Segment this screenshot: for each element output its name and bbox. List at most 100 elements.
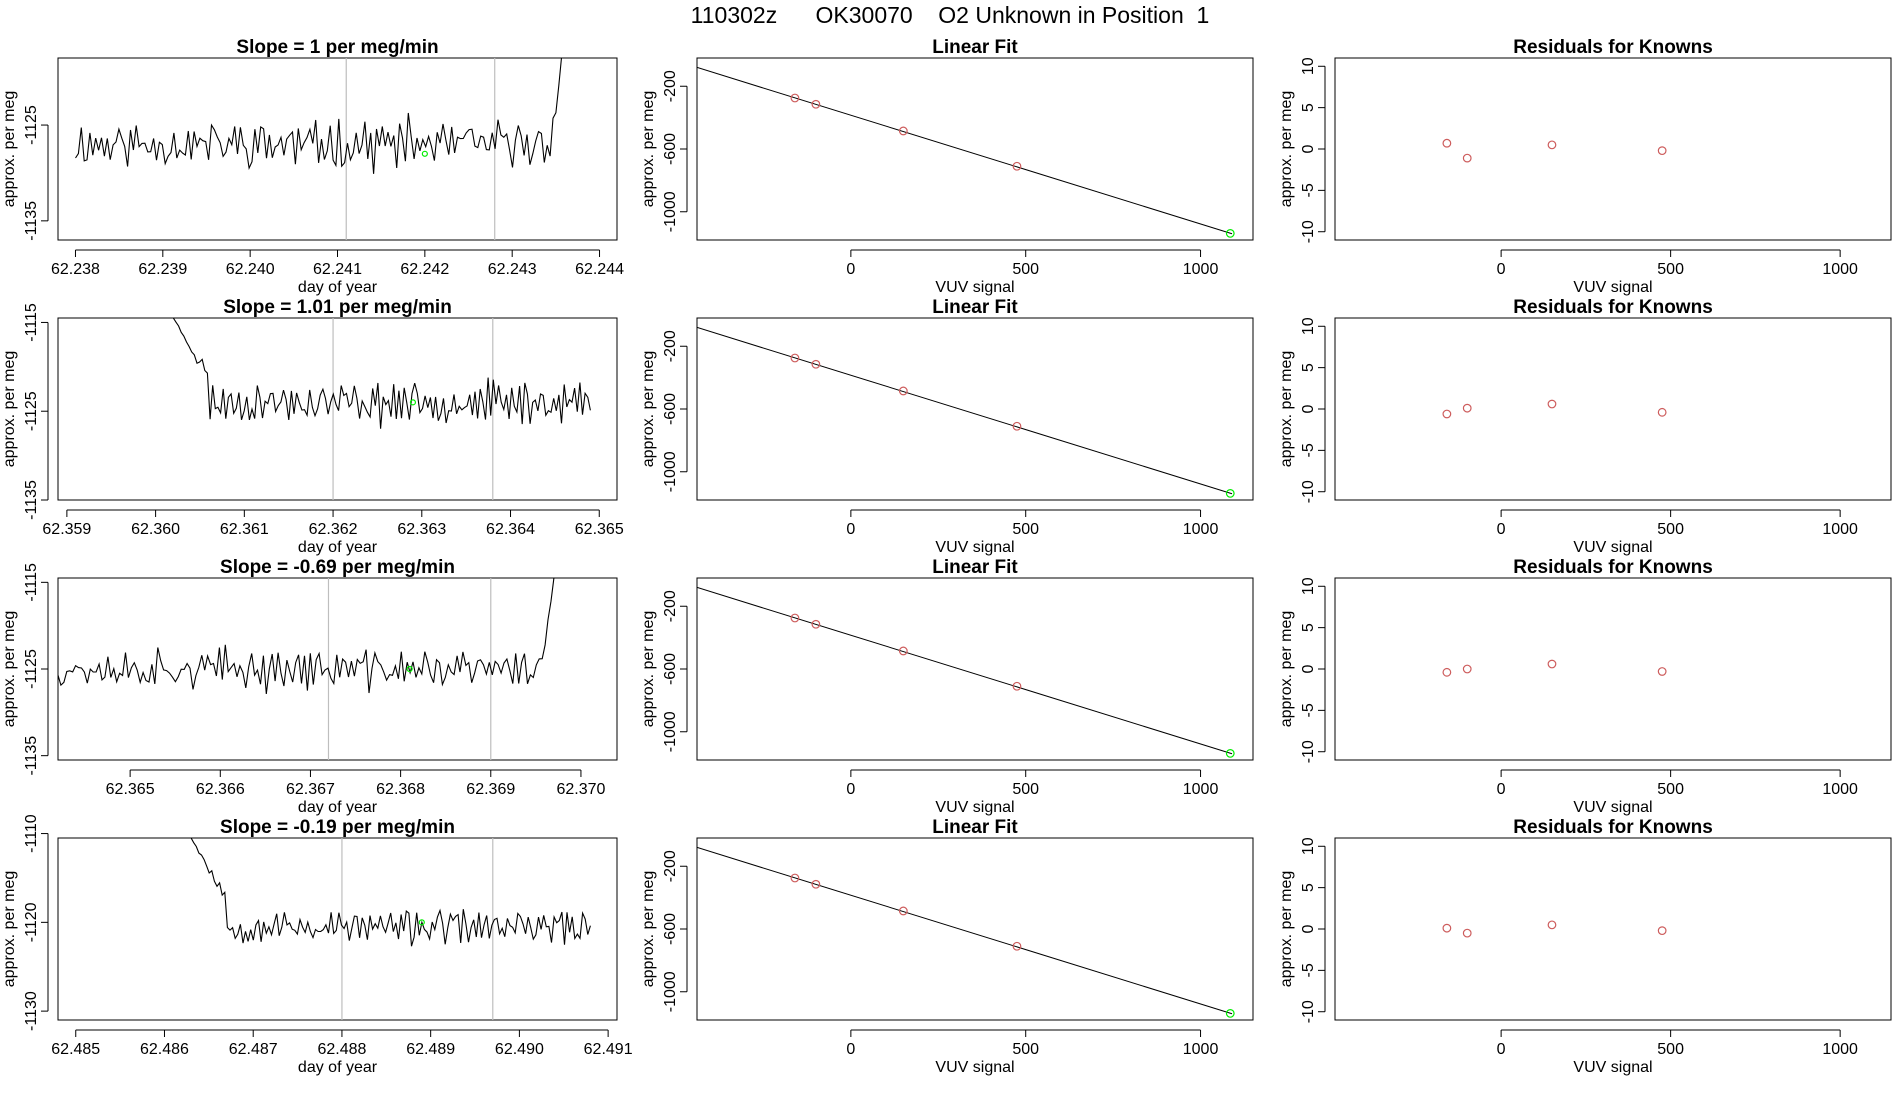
plot-area xyxy=(697,326,1235,498)
y-tick-label: -1000 xyxy=(662,191,679,232)
plot-area xyxy=(697,846,1235,1018)
chart-title: Linear Fit xyxy=(932,37,1018,58)
known-point xyxy=(811,619,821,629)
y-tick-label: -200 xyxy=(662,70,679,102)
known-point xyxy=(1657,667,1667,676)
plot-area xyxy=(172,318,591,500)
known-point xyxy=(1442,409,1452,419)
x-tick-label: 0 xyxy=(846,781,855,798)
known-point xyxy=(1657,407,1667,417)
x-axis-label: day of year xyxy=(298,799,378,816)
known-point xyxy=(790,93,800,103)
known-point xyxy=(1012,941,1022,951)
x-tick-label: 62.490 xyxy=(495,1041,544,1058)
plot-frame xyxy=(1334,57,1892,241)
x-axis-label: VUV signal xyxy=(935,539,1014,556)
chart-title: Slope = -0.69 per meg/min xyxy=(220,557,455,578)
x-tick-label: 62.238 xyxy=(51,261,100,278)
x-tick-label: 0 xyxy=(1497,781,1506,798)
plot-area xyxy=(697,586,1235,758)
y-tick-label: -10 xyxy=(1300,220,1317,243)
plot-area xyxy=(58,578,555,760)
chart-panel-fit-4: Linear Fit 0 500 1000 VUV signal -200 -600 -100… xyxy=(640,817,1254,1076)
chart-title: Linear Fit xyxy=(932,297,1018,318)
y-tick-label: -1125 xyxy=(23,105,40,145)
fit-line xyxy=(697,66,1233,235)
chart-title: Linear Fit xyxy=(932,557,1018,578)
chart-title: Residuals for Knowns xyxy=(1513,297,1713,318)
x-axis-label: day of year xyxy=(298,539,378,556)
y-axis-label: approx. per meg xyxy=(640,351,657,468)
data-series-line xyxy=(75,58,563,174)
y-axis-label: approx. per meg xyxy=(640,91,657,208)
x-tick-label: 500 xyxy=(1657,521,1684,538)
x-tick-label: 1000 xyxy=(1183,781,1219,798)
y-tick-label: -1125 xyxy=(23,391,40,431)
x-tick-label: 0 xyxy=(1497,261,1506,278)
unknown-mean-point xyxy=(418,919,425,926)
chart-panel-fit-1: Linear Fit 0 500 1000 VUV signal -200 -600 -100… xyxy=(640,37,1254,296)
known-point xyxy=(1547,399,1557,409)
x-tick-label: 62.491 xyxy=(584,1041,633,1058)
x-tick-label: 500 xyxy=(1012,1041,1039,1058)
known-point xyxy=(1462,928,1472,938)
chart-panel-time-1: Slope = 1 per meg/min 62.238 62.239 62.240 6… xyxy=(1,37,624,296)
known-point xyxy=(790,353,800,363)
chart-title: Residuals for Knowns xyxy=(1513,37,1713,58)
y-tick-label: 0 xyxy=(1300,404,1317,413)
known-point xyxy=(1442,138,1452,148)
y-tick-label: -1135 xyxy=(23,201,40,241)
y-tick-label: -200 xyxy=(662,330,679,362)
known-point xyxy=(1657,926,1667,936)
plot-frame xyxy=(57,57,618,241)
x-tick-label: 62.361 xyxy=(220,521,269,538)
x-tick-label: 62.362 xyxy=(309,521,358,538)
known-point xyxy=(1462,664,1472,674)
plot-area xyxy=(75,58,563,240)
plot-area xyxy=(1442,659,1667,677)
x-axis-label: VUV signal xyxy=(935,1059,1014,1076)
known-point xyxy=(1442,923,1452,933)
x-tick-label: 62.370 xyxy=(556,781,605,798)
y-tick-label: -1115 xyxy=(23,303,40,342)
chart-title: Residuals for Knowns xyxy=(1513,817,1713,838)
y-tick-label: -1135 xyxy=(23,480,40,520)
x-tick-label: 62.242 xyxy=(400,261,449,278)
y-tick-label: -10 xyxy=(1300,1000,1317,1023)
y-axis-label: approx. per meg xyxy=(1,91,18,208)
x-tick-label: 62.365 xyxy=(106,781,155,798)
y-tick-label: 10 xyxy=(1300,57,1317,75)
x-tick-label: 62.240 xyxy=(226,261,275,278)
plot-frame xyxy=(696,577,1254,761)
y-tick-label: -1115 xyxy=(23,563,40,602)
known-point xyxy=(898,126,908,136)
y-tick-label: -1135 xyxy=(23,736,40,776)
y-axis-label: approx. per meg xyxy=(1278,611,1295,728)
x-tick-label: 62.489 xyxy=(406,1041,455,1058)
x-tick-label: 1000 xyxy=(1822,521,1858,538)
y-tick-label: -200 xyxy=(662,590,679,622)
plot-frame xyxy=(57,577,618,761)
plot-frame xyxy=(1334,837,1892,1021)
x-tick-label: 62.366 xyxy=(196,781,245,798)
x-tick-label: 1000 xyxy=(1822,1041,1858,1058)
plot-frame xyxy=(57,317,618,501)
y-tick-label: -5 xyxy=(1300,963,1317,977)
chart-panel-resid-2: Residuals for Knowns 0 500 1000 VUV signal 10… xyxy=(1278,297,1892,556)
y-tick-label: 0 xyxy=(1300,144,1317,153)
x-tick-label: 62.368 xyxy=(376,781,425,798)
y-tick-label: -5 xyxy=(1300,443,1317,457)
unknown-mean-point xyxy=(406,665,413,673)
y-tick-label: -600 xyxy=(662,133,679,165)
x-tick-label: 1000 xyxy=(1822,261,1858,278)
known-point xyxy=(790,613,800,623)
chart-panel-time-3: Slope = -0.69 per meg/min 62.365 62.366 62.… xyxy=(1,557,618,816)
x-tick-label: 62.488 xyxy=(317,1041,366,1058)
y-tick-label: -1000 xyxy=(662,451,679,492)
y-tick-label: 10 xyxy=(1300,317,1317,335)
y-tick-label: 10 xyxy=(1300,837,1317,855)
known-point xyxy=(1547,659,1557,669)
x-axis-label: VUV signal xyxy=(1573,279,1652,296)
x-tick-label: 0 xyxy=(846,521,855,538)
x-tick-label: 500 xyxy=(1012,521,1039,538)
